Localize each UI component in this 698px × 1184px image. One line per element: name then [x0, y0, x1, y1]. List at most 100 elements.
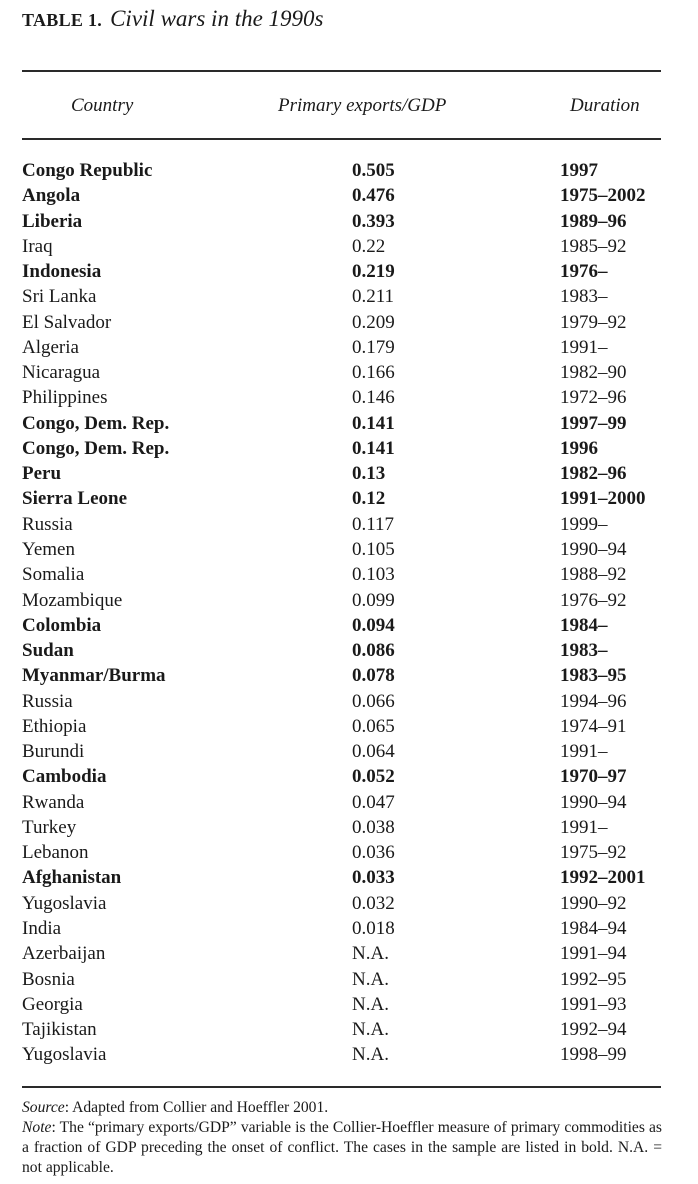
cell-country: Yugoslavia: [22, 1044, 107, 1066]
cell-country: Rwanda: [22, 791, 85, 813]
cell-duration: 1997–99: [560, 412, 627, 434]
cell-country: Ethiopia: [22, 715, 87, 737]
cell-country: Congo Republic: [22, 160, 153, 181]
cell-country: Congo, Dem. Rep.: [22, 437, 170, 459]
table-row: Sri Lanka 0.211 1983–: [0, 284, 698, 309]
table-row: El Salvador 0.209 1979–92: [0, 310, 698, 335]
table-notes: Source: Adapted from Collier and Hoeffle…: [22, 1098, 662, 1178]
table-row: Yugoslavia N.A. 1998–99: [0, 1042, 698, 1067]
cell-primary-exports: 0.393: [352, 210, 395, 232]
bottom-rule: [22, 1086, 661, 1088]
cell-country: Colombia: [22, 614, 102, 636]
table-row: Sierra Leone 0.12 1991–2000: [0, 486, 698, 511]
cell-primary-exports: 0.094: [352, 614, 395, 636]
cell-primary-exports: 0.052: [352, 766, 395, 788]
cell-country: Lebanon: [22, 842, 89, 864]
table-row: Georgia N.A. 1991–93: [0, 992, 698, 1017]
table-row: Peru 0.13 1982–96: [0, 461, 698, 486]
cell-primary-exports: 0.033: [352, 867, 395, 889]
cell-duration: 1990–94: [560, 791, 627, 813]
table-row: Lebanon 0.036 1975–92: [0, 840, 698, 865]
cell-primary-exports: 0.22: [352, 235, 386, 257]
cell-duration: 1990–92: [560, 892, 627, 914]
table-row: Algeria 0.179 1991–: [0, 335, 698, 360]
cell-primary-exports: 0.12: [352, 488, 386, 510]
cell-duration: 1997: [560, 160, 598, 181]
cell-country: Algeria: [22, 336, 79, 358]
table-body: Congo Republic 0.505 1997 Angola 0.476 1975–2…: [0, 158, 698, 1068]
cell-duration: 1976–: [560, 261, 608, 283]
table-row: Cambodia 0.052 1970–97: [0, 764, 698, 789]
table-row: Sudan 0.086 1983–: [0, 638, 698, 663]
cell-primary-exports: 0.166: [352, 362, 395, 384]
table-row: Indonesia 0.219 1976–: [0, 259, 698, 284]
table-row: Iraq 0.22 1985–92: [0, 234, 698, 259]
table-row: India 0.018 1984–94: [0, 916, 698, 941]
cell-country: Yemen: [22, 538, 75, 560]
cell-country: Peru: [22, 463, 62, 485]
cell-primary-exports: N.A.: [352, 943, 389, 965]
cell-primary-exports: 0.505: [352, 160, 395, 181]
cell-primary-exports: 0.038: [352, 816, 395, 838]
table-row: Tajikistan N.A. 1992–94: [0, 1017, 698, 1042]
table-row: Mozambique 0.099 1976–92: [0, 588, 698, 613]
table-row: Congo Republic 0.505 1997: [0, 158, 698, 183]
source-label: Source: [22, 1099, 65, 1116]
table-row: Nicaragua 0.166 1982–90: [0, 360, 698, 385]
note-label: Note: [22, 1119, 52, 1136]
cell-duration: 1999–: [560, 513, 608, 535]
table-row: Ethiopia 0.065 1974–91: [0, 714, 698, 739]
table-row: Burundi 0.064 1991–: [0, 739, 698, 764]
cell-duration: 1975–2002: [560, 185, 646, 207]
cell-duration: 1996: [560, 437, 598, 459]
cell-duration: 1976–92: [560, 589, 627, 611]
column-header-duration: Duration: [570, 95, 640, 116]
cell-primary-exports: 0.078: [352, 665, 395, 687]
cell-primary-exports: 0.146: [352, 387, 395, 409]
cell-primary-exports: 0.13: [352, 463, 386, 485]
cell-duration: 1992–2001: [560, 867, 646, 889]
cell-country: Nicaragua: [22, 362, 101, 384]
cell-duration: 1975–92: [560, 842, 627, 864]
table-row: Angola 0.476 1975–2002: [0, 183, 698, 208]
cell-duration: 1991–: [560, 816, 608, 838]
cell-country: Liberia: [22, 210, 83, 232]
cell-country: Burundi: [22, 741, 85, 763]
cell-country: Sudan: [22, 640, 74, 662]
cell-country: Sri Lanka: [22, 286, 97, 308]
source-text: : Adapted from Collier and Hoeffler 2001…: [64, 1099, 329, 1116]
cell-primary-exports: 0.141: [352, 437, 395, 459]
table-title: TABLE 1. Civil wars in the 1990s: [22, 2, 324, 37]
cell-primary-exports: 0.103: [352, 564, 395, 586]
cell-duration: 1972–96: [560, 387, 627, 409]
explanatory-note: Note: The “primary exports/GDP” variable…: [22, 1118, 662, 1178]
cell-duration: 1974–91: [560, 715, 627, 737]
cell-country: Turkey: [22, 816, 77, 838]
cell-country: Azerbaijan: [22, 943, 106, 965]
cell-primary-exports: 0.032: [352, 892, 395, 914]
table-row: Congo, Dem. Rep. 0.141 1997–99: [0, 411, 698, 436]
table-row: Philippines 0.146 1972–96: [0, 385, 698, 410]
cell-duration: 1984–: [560, 614, 608, 636]
cell-country: India: [22, 917, 62, 939]
cell-country: Yugoslavia: [22, 892, 107, 914]
cell-duration: 1990–94: [560, 538, 627, 560]
cell-primary-exports: 0.065: [352, 715, 395, 737]
cell-country: Indonesia: [22, 261, 102, 283]
cell-duration: 1991–93: [560, 993, 627, 1015]
table-row: Afghanistan 0.033 1992–2001: [0, 865, 698, 890]
top-rule: [22, 70, 661, 72]
cell-country: Cambodia: [22, 766, 107, 788]
table-row: Myanmar/Burma 0.078 1983–95: [0, 663, 698, 688]
cell-duration: 1991–: [560, 336, 608, 358]
cell-primary-exports: 0.117: [352, 513, 395, 535]
cell-duration: 1991–: [560, 741, 608, 763]
cell-country: Somalia: [22, 564, 85, 586]
table-caption: Civil wars in the 1990s: [110, 6, 324, 31]
cell-primary-exports: N.A.: [352, 1019, 389, 1041]
cell-primary-exports: N.A.: [352, 1044, 389, 1066]
cell-primary-exports: 0.219: [352, 261, 395, 283]
cell-primary-exports: 0.141: [352, 412, 395, 434]
table-row: Somalia 0.103 1988–92: [0, 562, 698, 587]
table-label: TABLE 1.: [22, 10, 103, 30]
